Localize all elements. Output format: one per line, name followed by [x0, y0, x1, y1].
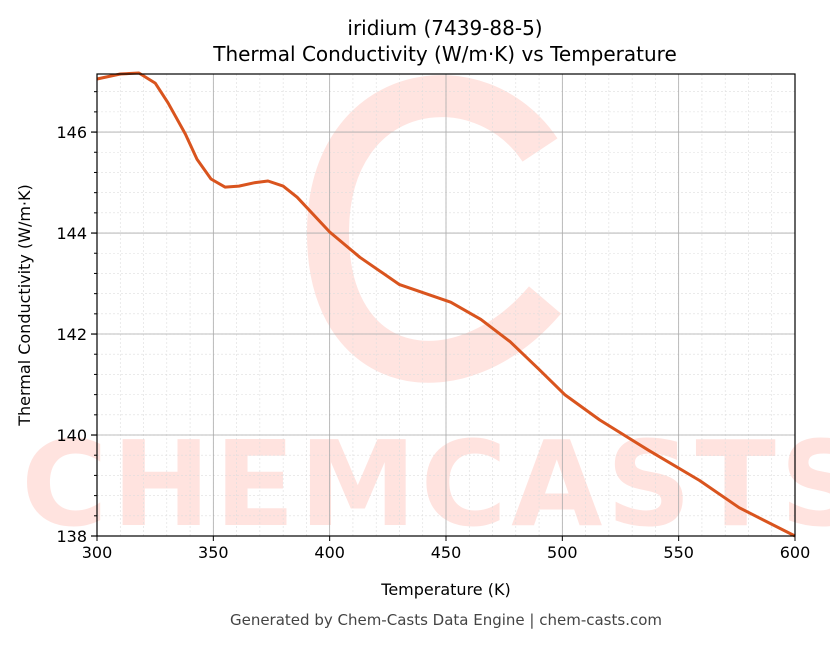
x-tick-label: 450: [431, 543, 462, 562]
x-tick-label: 300: [82, 543, 113, 562]
chart-subtitle: Thermal Conductivity (W/m·K) vs Temperat…: [212, 42, 677, 66]
x-tick-label: 400: [314, 543, 345, 562]
x-tick-label: 500: [547, 543, 578, 562]
x-tick-label: 600: [780, 543, 811, 562]
x-tick-label: 550: [663, 543, 694, 562]
y-tick-label: 146: [56, 123, 87, 142]
series-line: [96, 71, 796, 538]
svg-text:CHEMCASTS: CHEMCASTS: [21, 415, 830, 553]
x-axis-label: Temperature (K): [380, 580, 510, 599]
y-axis-label: Thermal Conductivity (W/m·K): [15, 184, 34, 427]
y-tick-label: 144: [56, 224, 87, 243]
watermark-logo: CHEMCASTS: [21, 75, 830, 553]
y-tick-label: 138: [56, 527, 87, 546]
y-tick-label: 140: [56, 426, 87, 445]
chart-title: iridium (7439-88-5): [347, 16, 542, 40]
footer-text: Generated by Chem-Casts Data Engine | ch…: [230, 611, 662, 629]
y-tick-label: 142: [56, 325, 87, 344]
x-tick-label: 350: [198, 543, 229, 562]
